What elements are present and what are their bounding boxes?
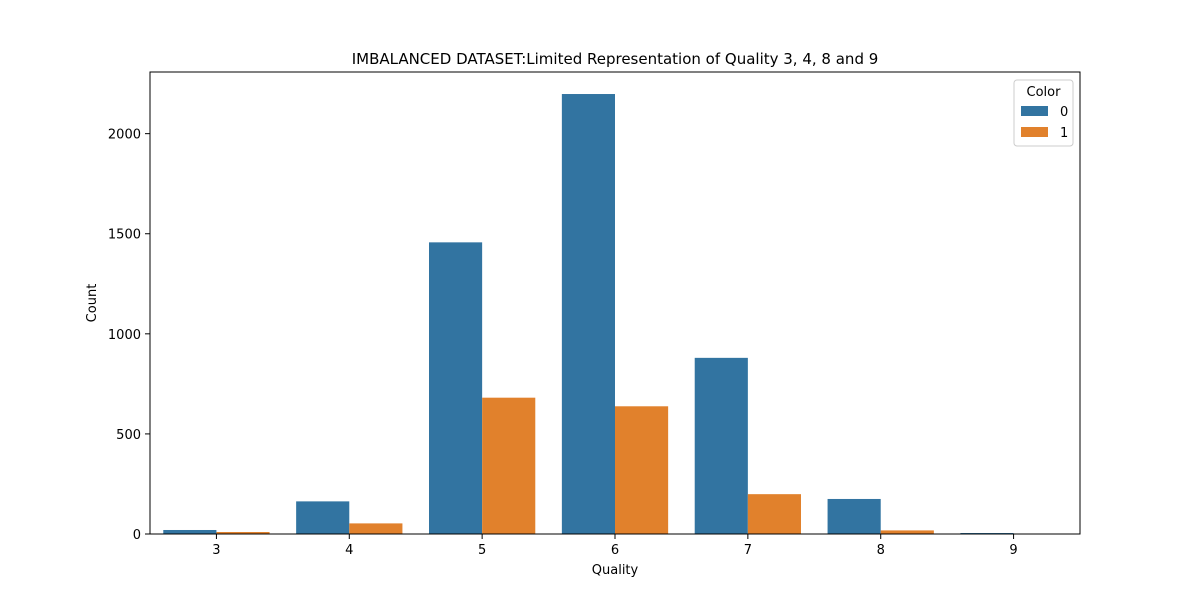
bar-series-0-quality-7 [694,357,748,534]
bar-series-0-quality-4 [296,501,350,534]
bar-series-0-quality-9 [960,532,1014,534]
legend-title: Color [1027,85,1062,100]
x-tick-label: 5 [478,543,486,558]
y-tick-label: 1500 [108,228,141,243]
legend-label-0: 0 [1060,105,1068,120]
legend-swatch-0 [1021,106,1048,116]
x-axis: 3 4 5 6 7 8 9 [212,534,1018,558]
x-tick-label: 6 [611,543,619,558]
y-tick-label: 2000 [108,128,141,143]
bars-group [163,94,1014,535]
bar-series-0-quality-5 [429,242,483,535]
y-tick-label: 1000 [108,328,141,343]
bar-series-1-quality-6 [615,406,669,534]
legend-label-1: 1 [1060,126,1068,141]
x-tick-label: 7 [744,543,752,558]
bar-series-1-quality-7 [747,494,801,534]
x-axis-title: Quality [592,563,639,578]
legend: Color 0 1 [1013,79,1074,147]
plot-frame [149,71,1081,535]
y-tick-label: 0 [133,528,141,543]
bar-series-1-quality-5 [482,397,536,534]
y-axis: 0 500 1000 1500 2000 [108,128,150,543]
bar-series-0-quality-3 [163,529,217,534]
legend-swatch-1 [1021,127,1048,137]
bar-series-1-quality-3 [216,531,270,534]
x-tick-label: 4 [345,543,353,558]
bar-series-0-quality-8 [827,498,881,534]
bar-series-1-quality-8 [880,530,934,534]
chart-title: IMBALANCED DATASET:Limited Representatio… [352,50,879,68]
bar-series-1-quality-4 [349,523,403,534]
bar-series-0-quality-6 [561,94,615,534]
x-tick-label: 9 [1009,543,1017,558]
y-axis-title: Count [85,284,100,323]
x-tick-label: 8 [877,543,885,558]
x-tick-label: 3 [212,543,220,558]
y-tick-label: 500 [116,428,141,443]
